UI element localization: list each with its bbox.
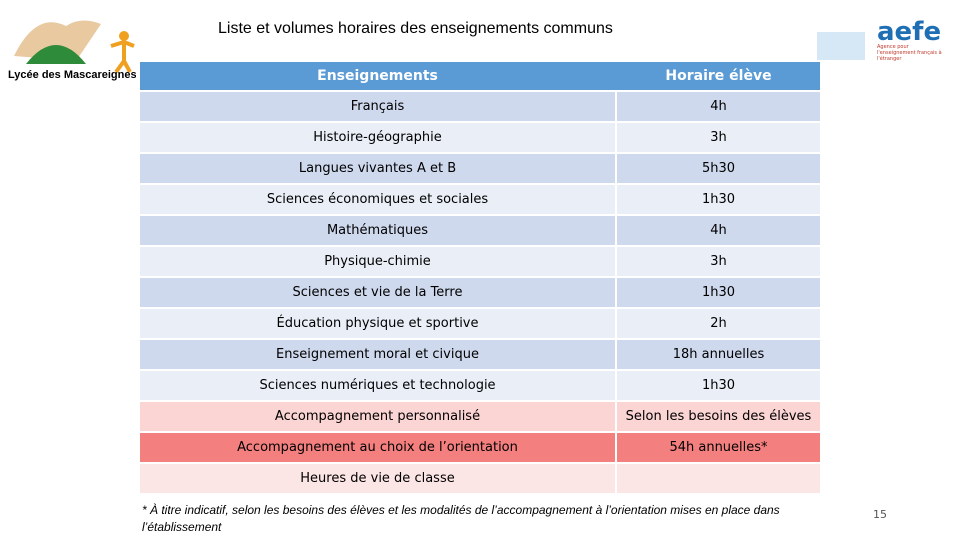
title: Liste et volumes horaires des enseigneme… <box>218 20 613 37</box>
table-cell: Mathématiques <box>140 216 615 245</box>
table-cell: Selon les besoins des élèves <box>617 402 820 431</box>
table-row: Langues vivantes A et B 5h30 <box>140 154 820 183</box>
aefe-logo: aefe <box>817 17 941 60</box>
table-cell: Sciences et vie de la Terre <box>140 278 615 307</box>
logo-subtitle: Agence pour l'enseignement français à l'… <box>877 44 942 62</box>
table-cell: Éducation physique et sportive <box>140 309 615 338</box>
table-cell: 3h <box>617 247 820 276</box>
table-row: Histoire-géographie 3h <box>140 123 820 152</box>
table: Enseignements Horaire élève Français 4h Hist… <box>140 62 820 495</box>
logo-text: aefe <box>877 17 941 47</box>
table-row: Sciences numériques et technologie 1h30 <box>140 371 820 400</box>
table-row: Français 4h <box>140 92 820 121</box>
table-row: Sciences économiques et sociales 1h30 <box>140 185 820 214</box>
header-cell: Enseignements <box>317 68 438 84</box>
table-cell: 1h30 <box>617 185 820 214</box>
logo-figure <box>110 39 135 74</box>
table-cell: 4h <box>617 92 820 121</box>
table-cell: Sciences économiques et sociales <box>140 185 615 214</box>
logo-map <box>817 32 865 60</box>
header-cell: Horaire élève <box>665 68 772 84</box>
table-cell: 18h annuelles <box>617 340 820 369</box>
school-logo: Lycée des Mascareignes <box>8 20 136 81</box>
table-row: Sciences et vie de la Terre 1h30 <box>140 278 820 307</box>
table-cell: Sciences numériques et technologie <box>140 371 615 400</box>
table-cell: Physique-chimie <box>140 247 615 276</box>
table-row: Accompagnement au choix de l’orientation… <box>140 433 820 462</box>
logo-mountain <box>26 45 86 64</box>
table-cell: Histoire-géographie <box>140 123 615 152</box>
table-cell: 1h30 <box>617 278 820 307</box>
table-cell: 1h30 <box>617 371 820 400</box>
table-cell: 5h30 <box>617 154 820 183</box>
header-row: Enseignements Horaire élève <box>140 62 820 90</box>
table-cell: 3h <box>617 123 820 152</box>
table-cell: Accompagnement personnalisé <box>140 402 615 431</box>
footnote: * À titre indicatif, selon les besoins d… <box>142 503 780 534</box>
table-cell <box>617 464 820 493</box>
table-cell: Heures de vie de classe <box>140 464 615 493</box>
table-cell: Français <box>140 92 615 121</box>
table-row: Physique-chimie 3h <box>140 247 820 276</box>
table-cell: Enseignement moral et civique <box>140 340 615 369</box>
table-cell: 54h annuelles* <box>617 433 820 462</box>
table-row: Heures de vie de classe <box>140 464 820 493</box>
table-cell: 2h <box>617 309 820 338</box>
table-row: Enseignement moral et civique 18h annuell… <box>140 340 820 369</box>
page-number: 15 <box>873 508 887 521</box>
logo-figure <box>119 31 129 41</box>
logo-text: Lycée des Mascareignes <box>8 69 136 81</box>
table-cell: Langues vivantes A et B <box>140 154 615 183</box>
table-row: Éducation physique et sportive 2h <box>140 309 820 338</box>
table-cell: 4h <box>617 216 820 245</box>
logo-shape <box>14 20 101 62</box>
table-row: Accompagnement personnalisé Selon les bes… <box>140 402 820 431</box>
table-row: Mathématiques 4h <box>140 216 820 245</box>
table-cell: Accompagnement au choix de l’orientation <box>140 433 615 462</box>
